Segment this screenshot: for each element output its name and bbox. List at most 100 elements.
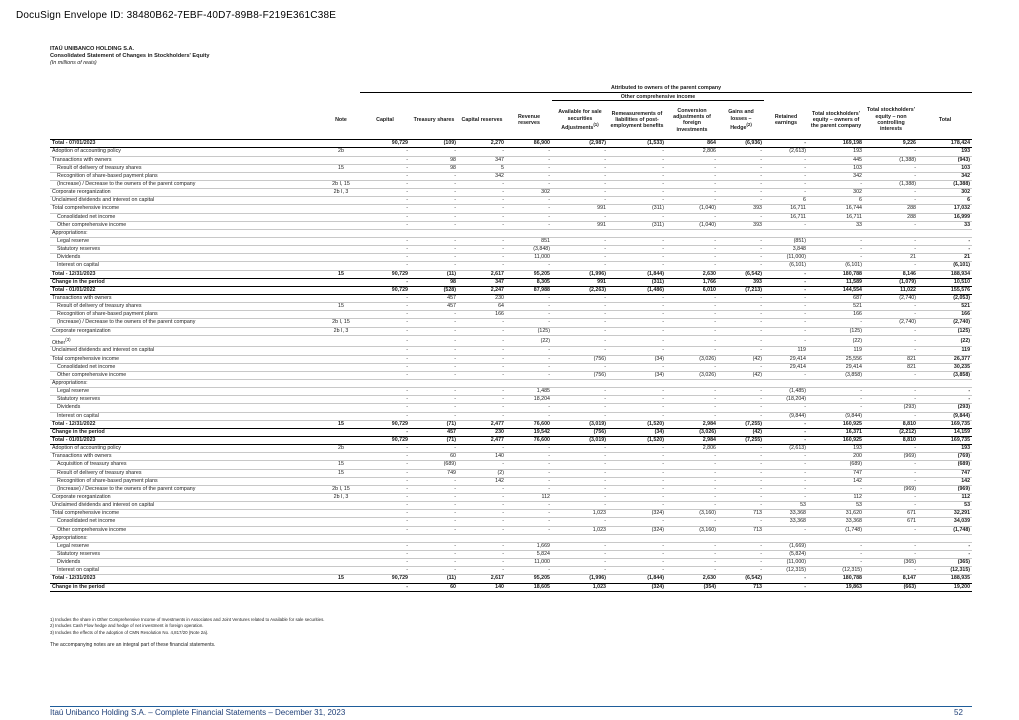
- row-value: -: [552, 294, 608, 304]
- table-row: Interest on capital - - - - - - - - (6,101) (6,101…: [50, 261, 973, 271]
- row-value: -: [764, 493, 808, 503]
- row-value: 31,620: [808, 509, 864, 519]
- row-value: 166: [808, 310, 864, 320]
- row-value: -: [864, 335, 918, 348]
- row-note: 2b I, 15: [322, 180, 360, 190]
- row-value: 64: [458, 302, 506, 312]
- row-value: 6: [808, 196, 864, 206]
- row-label: Appropriations:: [50, 229, 322, 238]
- row-value: 288: [864, 204, 918, 214]
- row-value: -: [410, 395, 458, 405]
- row-value: 521: [918, 302, 973, 312]
- row-value: -: [666, 517, 718, 527]
- row-value: -: [718, 302, 764, 312]
- row-value: 16,744: [808, 204, 864, 214]
- row-label: Transactions with owners: [50, 452, 322, 462]
- row-value: -: [666, 395, 718, 405]
- row-value: 32,291: [918, 509, 973, 519]
- row-value: -: [360, 310, 410, 320]
- row-value: -: [764, 310, 808, 320]
- header-oci: Other comprehensive income: [552, 92, 764, 102]
- row-note: [322, 379, 360, 389]
- footnote-1: 1) Includes the share in Other Comprehen…: [50, 617, 325, 622]
- row-note: [322, 310, 360, 320]
- row-value: 687: [808, 294, 864, 304]
- row-value: 180,788: [808, 574, 864, 584]
- row-value: 142: [808, 477, 864, 486]
- row-note: [322, 412, 360, 421]
- col-treasury-shares: Treasury shares: [410, 100, 458, 141]
- row-value: -: [458, 204, 506, 214]
- row-value: -: [864, 310, 918, 320]
- row-value: 112: [506, 493, 552, 503]
- row-value: 2,617: [458, 574, 506, 584]
- row-value: (969): [864, 452, 918, 462]
- table-row: Recognition of share-based payment plans…: [50, 477, 973, 486]
- row-value: -: [552, 501, 608, 511]
- row-label: Consolidated net income: [50, 363, 322, 372]
- row-note: [322, 335, 360, 348]
- row-value: 193: [918, 444, 973, 454]
- statement-title: Consolidated Statement of Changes in Sto…: [50, 53, 210, 59]
- row-value: -: [608, 302, 666, 312]
- row-value: -: [410, 237, 458, 247]
- row-value: 342: [918, 172, 973, 181]
- row-note: 2b I, 15: [322, 485, 360, 494]
- row-value: [864, 379, 918, 389]
- row-label: Consolidated net income: [50, 213, 322, 222]
- row-value: -: [360, 221, 410, 230]
- row-value: 713: [718, 583, 764, 592]
- row-value: 142: [918, 477, 973, 486]
- row-value: -: [552, 460, 608, 470]
- row-value: (365): [864, 558, 918, 568]
- row-value: (969): [918, 485, 973, 494]
- row-value: (71): [410, 436, 458, 446]
- table-row: Total - 12/31/2023 15 90,729 (11) 2,617 95,20…: [50, 574, 973, 584]
- row-label: Adoption of accounting policy: [50, 147, 322, 157]
- row-value: -: [864, 460, 918, 470]
- row-value: -: [764, 294, 808, 304]
- row-value: 18,605: [506, 583, 552, 592]
- row-value: -: [666, 213, 718, 222]
- table-row: Dividends - - -11,000- - - - (11,000) -21 21: [50, 253, 973, 263]
- table-row: Acquisition of treasury shares 15- (689) - -…: [50, 460, 973, 470]
- col-capital-reserves: Capital reserves: [458, 100, 506, 141]
- row-value: -: [552, 310, 608, 320]
- table-row: Other comprehensive income - - - -1,023 (324)…: [50, 526, 973, 535]
- row-value: -: [764, 485, 808, 494]
- row-value: -: [458, 395, 506, 405]
- row-value: -: [864, 371, 918, 380]
- row-label: Total comprehensive income: [50, 355, 322, 364]
- row-value: -: [360, 452, 410, 462]
- col-conversion-adjustments: Conversion adjustments of foreign invest…: [666, 100, 718, 141]
- row-value: -: [718, 452, 764, 462]
- row-value: -: [360, 335, 410, 348]
- row-value: 25,556: [808, 355, 864, 364]
- table-row: Legal reserve - - -1,669- - - - (1,669) - - -: [50, 542, 973, 551]
- row-value: -: [666, 302, 718, 312]
- row-value: (6,101): [918, 261, 973, 271]
- table-row: Change in the period -98 347 8,305 991 (311) 1…: [50, 278, 973, 287]
- row-value: -: [718, 493, 764, 503]
- row-value: -: [718, 294, 764, 304]
- row-note: [322, 395, 360, 405]
- row-value: 193: [918, 147, 973, 157]
- row-value: -: [552, 387, 608, 397]
- row-value: 2,630: [666, 270, 718, 279]
- row-value: -: [506, 509, 552, 519]
- row-value: [718, 379, 764, 389]
- row-value: -: [718, 403, 764, 413]
- row-value: (125): [918, 327, 973, 336]
- row-value: (34): [608, 371, 666, 380]
- row-value: -: [608, 172, 666, 181]
- row-value: 8,146: [864, 270, 918, 279]
- row-value: 2,984: [666, 436, 718, 446]
- row-value: 16,999: [918, 213, 973, 222]
- row-value: [506, 379, 552, 389]
- row-value: -: [552, 485, 608, 494]
- row-value: (311): [608, 221, 666, 230]
- row-value: (1,485): [764, 387, 808, 397]
- row-label: Acquisition of treasury shares: [50, 460, 322, 470]
- row-value: -: [864, 501, 918, 511]
- row-value: -: [666, 294, 718, 304]
